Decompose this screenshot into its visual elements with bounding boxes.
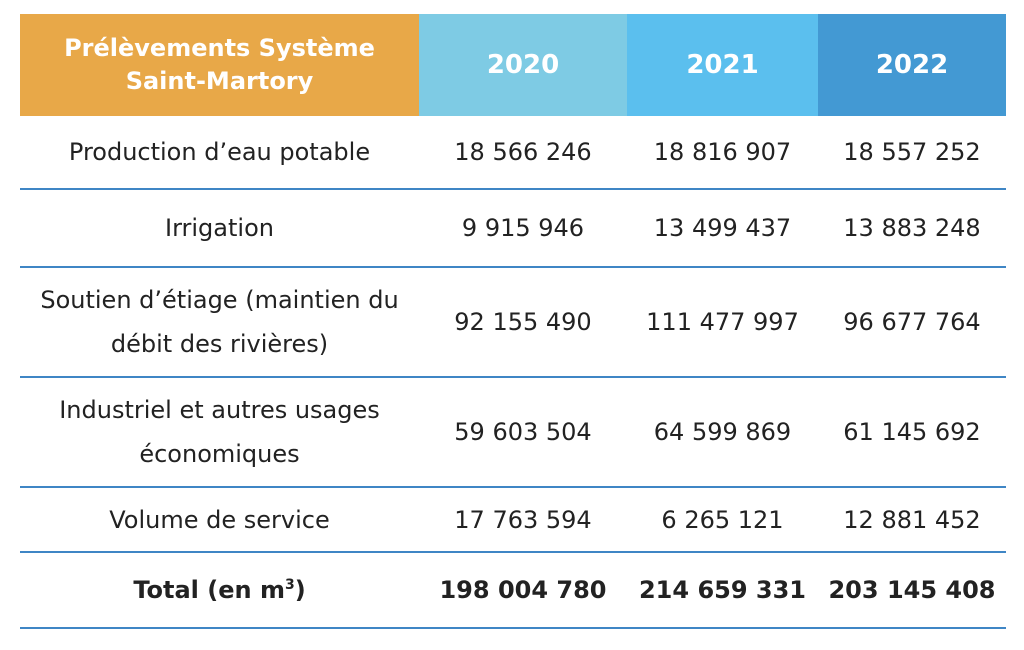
cell-2020: 92 155 490 (419, 267, 627, 378)
cell-2021: 64 599 869 (627, 377, 818, 488)
cell-2021: 6 265 121 (627, 487, 818, 553)
cell-2021: 18 816 907 (627, 116, 818, 190)
table-header-row: Prélèvements Système Saint-Martory 2020 … (20, 14, 1006, 116)
header-year-2022: 2022 (818, 14, 1006, 116)
cell-2022: 96 677 764 (818, 267, 1006, 378)
table-row: Volume de service 17 763 594 6 265 121 1… (20, 487, 1006, 553)
header-label-cell: Prélèvements Système Saint-Martory (20, 14, 419, 116)
cell-2022: 61 145 692 (818, 377, 1006, 488)
table-row: Soutien d’étiage (maintien du débit des … (20, 267, 1006, 378)
cell-2020: 17 763 594 (419, 487, 627, 553)
row-label: Production d’eau potable (20, 116, 419, 190)
total-2020: 198 004 780 (419, 552, 627, 629)
row-label: Volume de service (20, 487, 419, 553)
total-row: Total (en m3) 198 004 780 214 659 331 20… (20, 552, 1006, 629)
table-row: Production d’eau potable 18 566 246 18 8… (20, 116, 1006, 190)
row-label: Industriel et autres usages économiques (20, 377, 419, 488)
total-label: Total (en m3) (20, 552, 419, 629)
cell-2021: 111 477 997 (627, 267, 818, 378)
cell-2020: 59 603 504 (419, 377, 627, 488)
table-row: Irrigation 9 915 946 13 499 437 13 883 2… (20, 189, 1006, 268)
total-2022: 203 145 408 (818, 552, 1006, 629)
data-table-container: Prélèvements Système Saint-Martory 2020 … (20, 14, 1006, 629)
total-2021: 214 659 331 (627, 552, 818, 629)
cell-2022: 18 557 252 (818, 116, 1006, 190)
total-label-exponent: 3 (284, 577, 295, 593)
row-label: Irrigation (20, 189, 419, 268)
total-label-end: ) (294, 576, 306, 604)
cell-2022: 12 881 452 (818, 487, 1006, 553)
header-year-2021: 2021 (627, 14, 818, 116)
total-label-text: Total (en m (133, 576, 285, 604)
header-year-2020: 2020 (419, 14, 627, 116)
cell-2020: 18 566 246 (419, 116, 627, 190)
cell-2021: 13 499 437 (627, 189, 818, 268)
cell-2022: 13 883 248 (818, 189, 1006, 268)
prelevements-table: Prélèvements Système Saint-Martory 2020 … (20, 14, 1006, 629)
cell-2020: 9 915 946 (419, 189, 627, 268)
row-label: Soutien d’étiage (maintien du débit des … (20, 267, 419, 378)
table-row: Industriel et autres usages économiques … (20, 377, 1006, 488)
